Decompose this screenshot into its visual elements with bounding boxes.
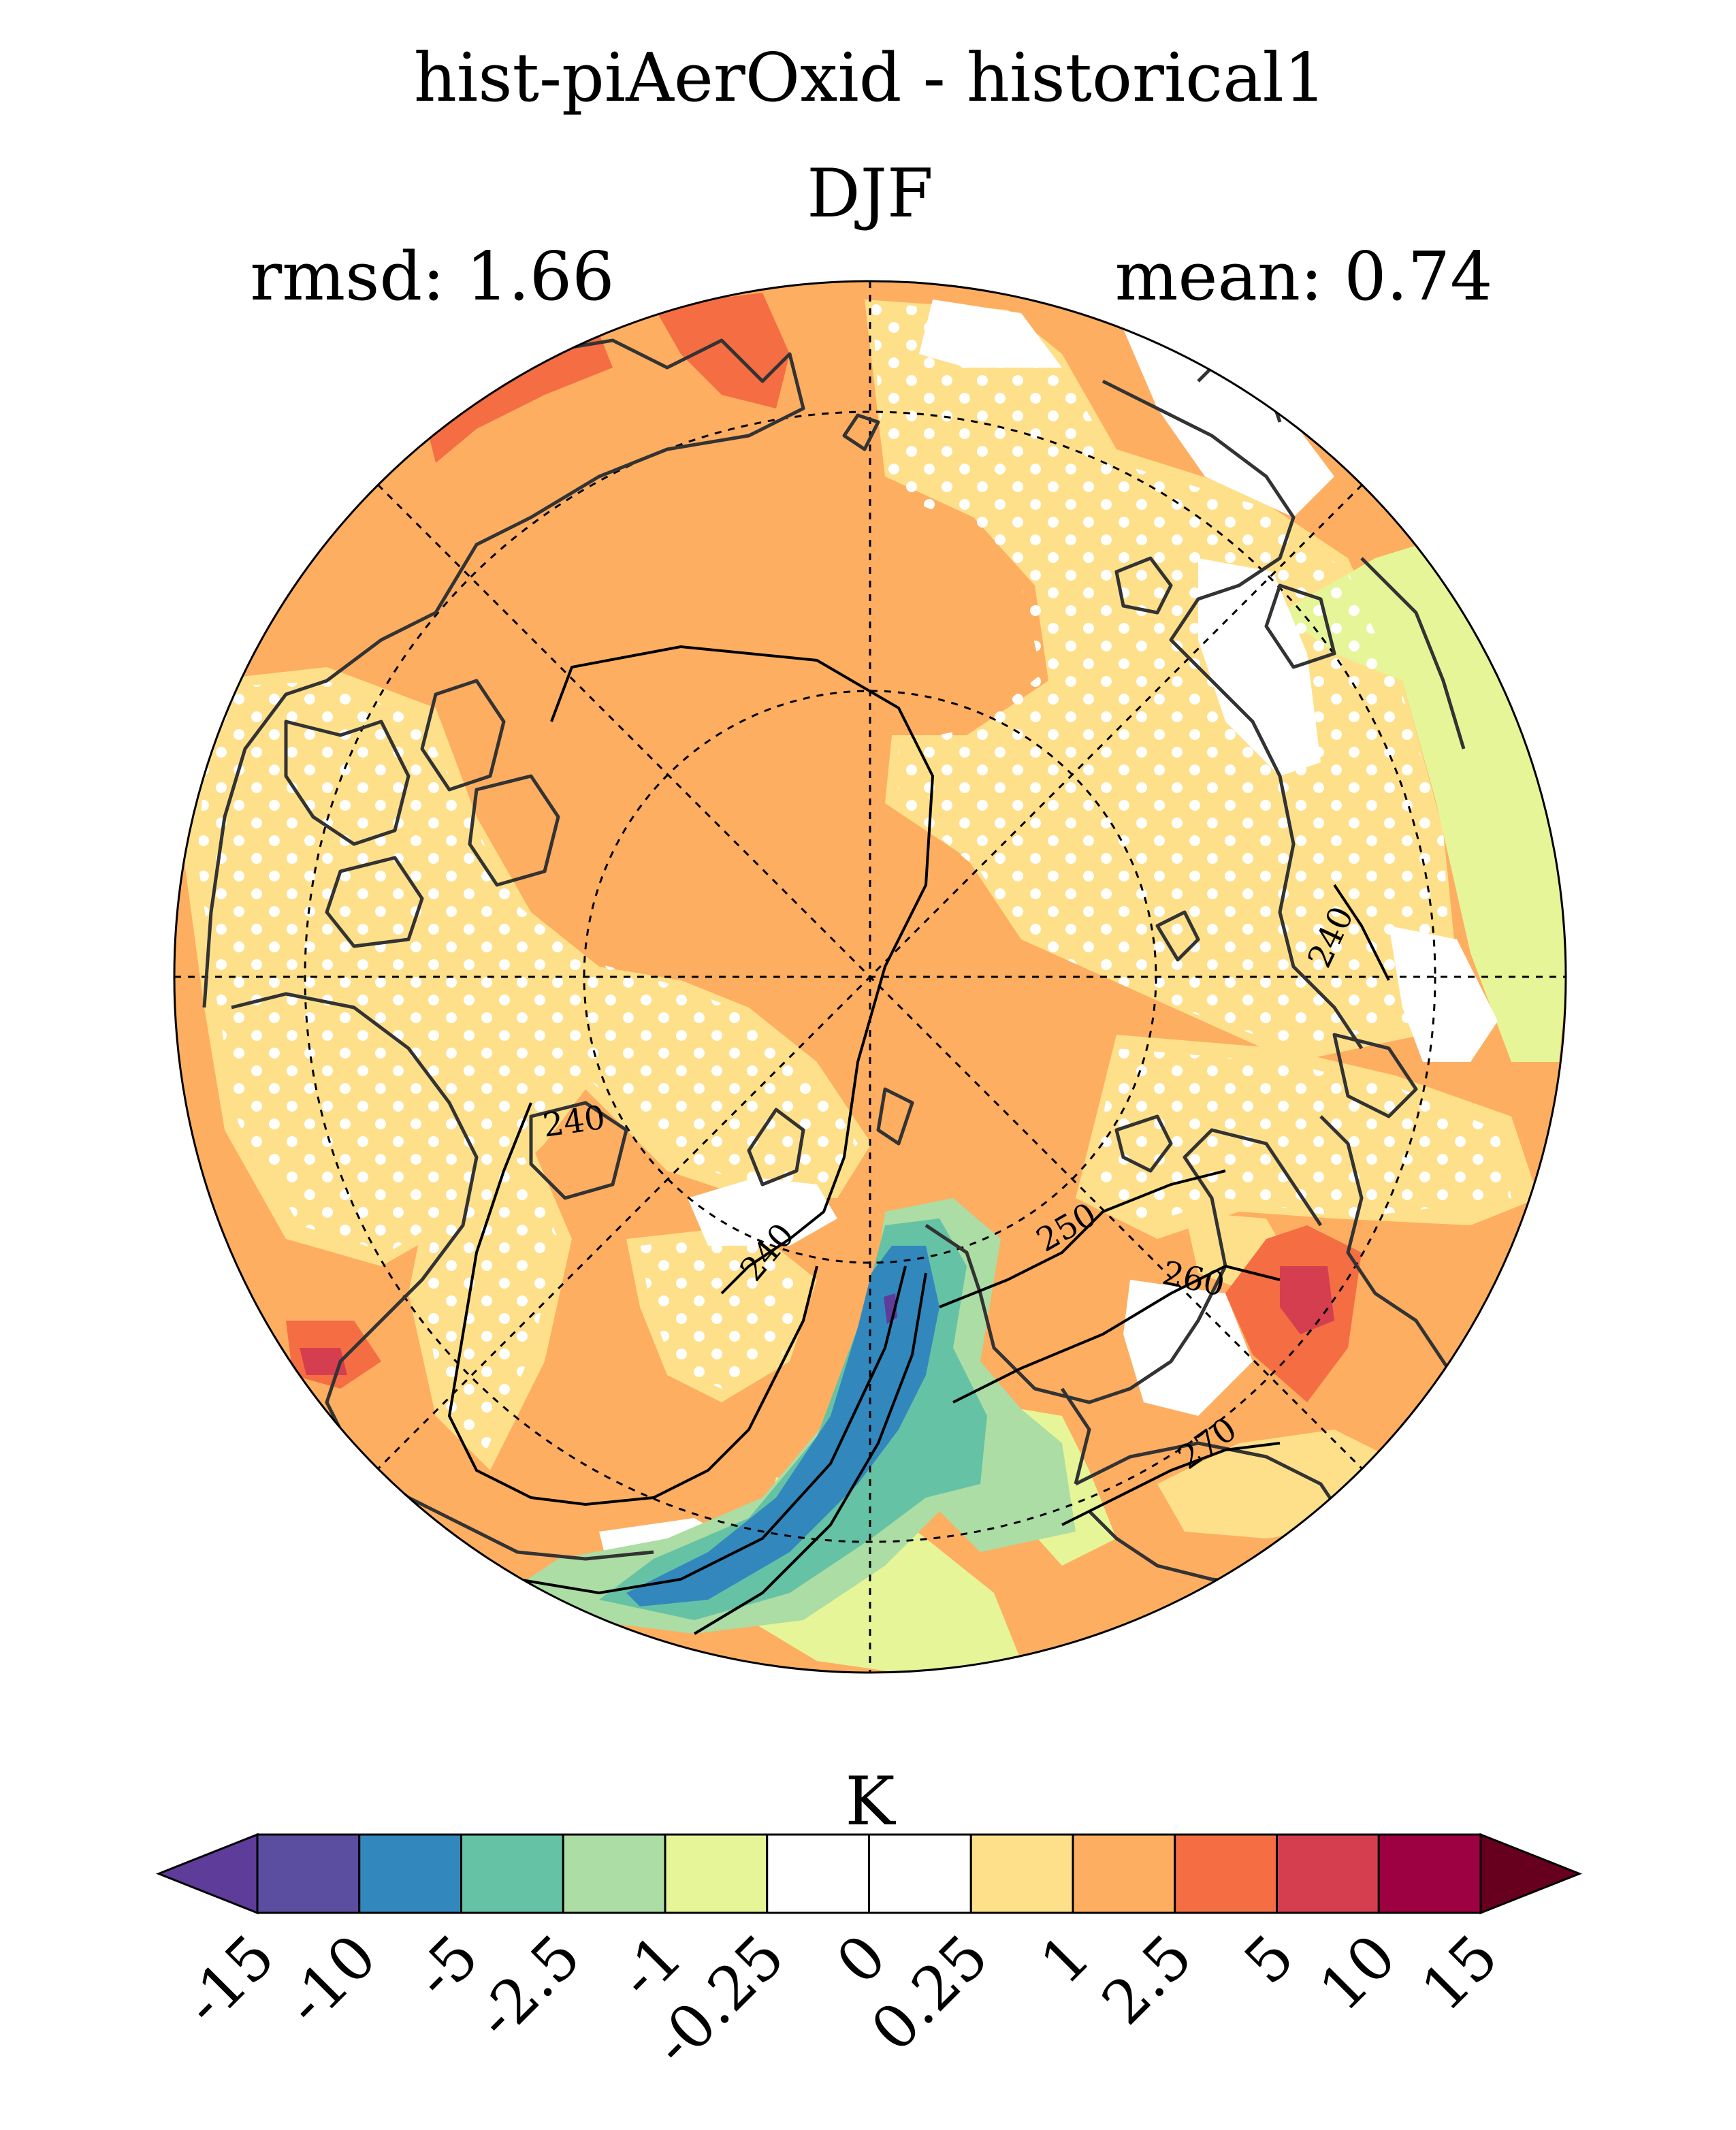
colorbar-tick-label: 15 — [1408, 1921, 1511, 2024]
colorbar-tick-label: -10 — [272, 1921, 390, 2039]
contour-240-east — [1333, 884, 1390, 981]
colorbar-swatch — [969, 1833, 1074, 1914]
colorbar-swatch — [358, 1833, 462, 1914]
colorbar-unit: K — [845, 1763, 896, 1841]
rmsd-label: rmsd: 1.66 — [250, 238, 614, 316]
season-label: DJF — [807, 155, 933, 233]
colorbar-tick-label: 0.25 — [858, 1921, 1001, 2065]
colorbar-swatch — [868, 1833, 972, 1914]
significance-stippling — [197, 300, 1511, 1457]
contour-label-240-a: 240 — [541, 1099, 608, 1145]
very-strong-warming — [1280, 1266, 1334, 1334]
contour-250 — [939, 1169, 1226, 1308]
colorbar-extend-high — [1479, 1833, 1583, 1915]
mean-label: mean: 0.74 — [1115, 238, 1493, 316]
colorbar-swatch — [562, 1833, 666, 1914]
colorbar-swatch — [1072, 1833, 1176, 1914]
contour-270 — [1061, 1442, 1281, 1526]
coastlines — [202, 338, 1499, 1588]
cooling-core-blue — [626, 1246, 939, 1607]
colorbar-swatch — [1174, 1833, 1278, 1914]
colorbar-tick-label: 2.5 — [1089, 1921, 1206, 2038]
colorbar-tick-label: -2.5 — [462, 1921, 594, 2052]
figure-title: hist-piAerOxid - historical1 — [414, 39, 1326, 117]
colorbar-swatch — [256, 1833, 361, 1914]
colorbar-tick-label: -15 — [170, 1921, 288, 2039]
colorbar-swatch — [1276, 1833, 1380, 1914]
colorbar-tick-label: 5 — [1231, 1921, 1307, 1997]
graticule — [174, 281, 1566, 1673]
colorbar-extend-low — [155, 1833, 259, 1915]
map-border — [173, 280, 1567, 1674]
colorbar-tick-label: 10 — [1306, 1921, 1409, 2024]
colorbar-swatch — [460, 1833, 564, 1914]
colorbar-swatch — [1377, 1833, 1482, 1914]
very-strong-warming-2 — [300, 1348, 347, 1375]
contour-240-central — [550, 645, 935, 1295]
contour-240-west — [447, 1102, 818, 1506]
temperature-contours — [447, 645, 1390, 1635]
colorbar-swatch — [664, 1833, 769, 1914]
colorbar-swatch — [766, 1833, 870, 1914]
polar-map: 240 240 240 250 260 270 — [174, 281, 1566, 1673]
contour-260 — [952, 1264, 1281, 1404]
